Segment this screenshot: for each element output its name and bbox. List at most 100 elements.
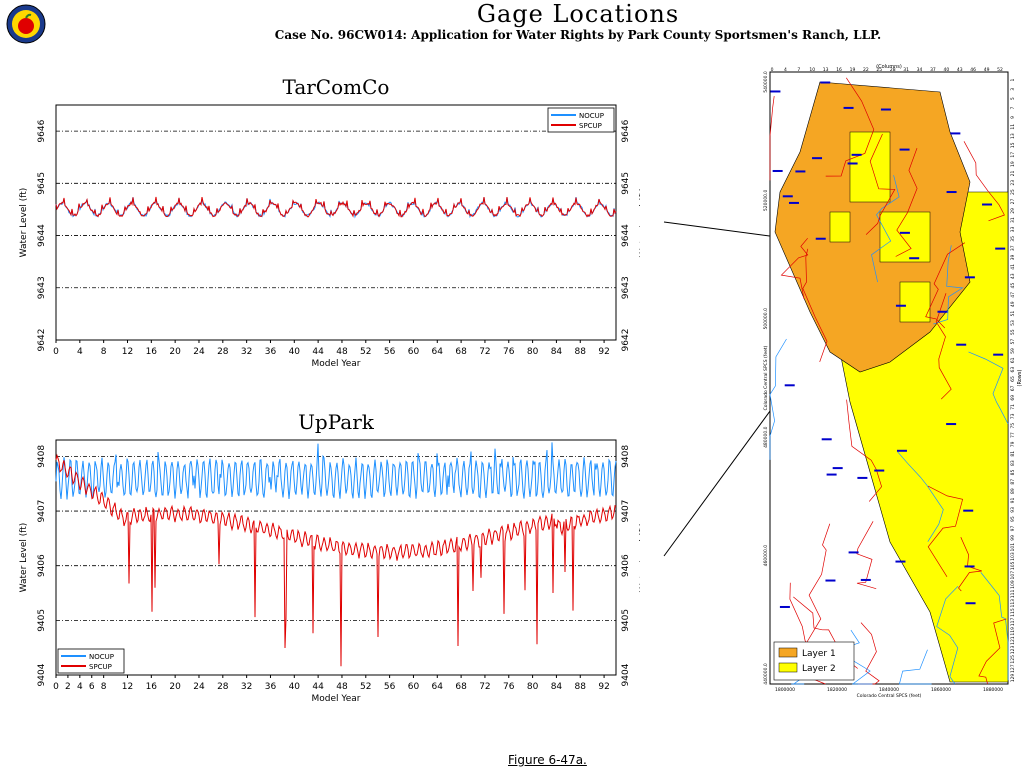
x-tick-label: 40 xyxy=(289,682,301,692)
y-tick-label: 9644 xyxy=(37,224,47,247)
map-row-tick: 25 xyxy=(1010,189,1016,195)
map-col-tick: 25 xyxy=(876,67,882,73)
x-tick-label: 28 xyxy=(217,682,229,692)
road-line xyxy=(846,399,882,502)
well-marker xyxy=(880,108,891,111)
x-tick-label: 48 xyxy=(336,682,348,692)
well-marker xyxy=(848,551,859,554)
x-tick-label: 56 xyxy=(384,682,396,692)
map-row-tick: 23 xyxy=(1010,180,1016,186)
map-row-tick: 1 xyxy=(1010,78,1016,81)
x-tick-label: 8 xyxy=(101,682,107,692)
y-tick-label-right: 9646 xyxy=(621,119,631,142)
well-marker xyxy=(820,81,831,84)
x-tick-label: 28 xyxy=(217,347,229,357)
x-tick-label: 36 xyxy=(265,347,277,357)
map-row-tick: 91 xyxy=(1010,497,1016,503)
x-tick-label: 2 xyxy=(65,682,71,692)
map-col-tick: 34 xyxy=(917,67,923,73)
map-x-tick: 1880000 xyxy=(983,687,1003,693)
map-col-tick: 10 xyxy=(809,67,815,73)
y-tick-label-right: 9408 xyxy=(621,445,631,468)
well-marker xyxy=(946,423,957,426)
well-marker xyxy=(937,310,948,313)
map-col-tick: 31 xyxy=(903,67,909,73)
layer2-pocket xyxy=(899,281,931,323)
road-line xyxy=(935,293,952,400)
road-line xyxy=(963,141,1005,222)
map-row-tick: 119 xyxy=(1010,627,1016,636)
map-row-tick: 109 xyxy=(1010,580,1016,589)
series-line-spcup xyxy=(55,453,617,667)
map-row-tick: 65 xyxy=(1010,376,1016,382)
y-axis-label: Water Level (ft) xyxy=(19,188,29,258)
x-tick-label: 52 xyxy=(360,347,371,357)
map-legend-label: Layer 2 xyxy=(802,664,836,674)
y-tick-label: 9404 xyxy=(37,663,47,686)
map-row-tick: 29 xyxy=(1010,208,1016,214)
map-x-tick: 1860000 xyxy=(931,687,951,693)
y-tick-label: 9643 xyxy=(37,276,47,299)
map-row-tick: 59 xyxy=(1010,348,1016,354)
well-marker xyxy=(946,191,957,194)
map-row-tick: 21 xyxy=(1010,170,1016,176)
y-axis-label: Water Level (ft) xyxy=(19,523,29,593)
map-y-tick: 520000.0 xyxy=(763,190,769,212)
map-row-tick: 57 xyxy=(1010,339,1016,345)
x-tick-label: 44 xyxy=(312,347,324,357)
chart-title: TarComCo xyxy=(283,75,390,99)
map-row-tick: 31 xyxy=(1010,217,1016,223)
stream-line xyxy=(936,586,959,685)
map-row-tick: 87 xyxy=(1010,479,1016,485)
map-row-tick: 103 xyxy=(1010,552,1016,561)
chart-title: UpPark xyxy=(298,410,375,434)
series-line-nocup xyxy=(55,442,617,500)
map-row-tick: 9 xyxy=(1010,116,1016,119)
well-marker xyxy=(963,509,974,512)
map-x-tick: 1800000 xyxy=(775,687,795,693)
x-tick-label: 24 xyxy=(193,682,205,692)
map-col-tick: 19 xyxy=(850,67,856,73)
y-tick-label-right: 9642 xyxy=(621,329,631,352)
well-marker xyxy=(874,469,885,472)
well-marker xyxy=(782,195,793,198)
x-tick-label: 84 xyxy=(551,347,563,357)
map-row-tick: 125 xyxy=(1010,655,1016,664)
map-row-tick: 101 xyxy=(1010,543,1016,552)
well-marker xyxy=(857,476,868,479)
well-marker xyxy=(899,148,910,151)
layer2-pocket xyxy=(849,131,891,203)
well-marker xyxy=(995,247,1006,250)
map-col-tick: 0 xyxy=(771,67,774,73)
well-marker xyxy=(965,602,976,605)
stream-line xyxy=(897,451,944,542)
well-marker xyxy=(964,565,975,568)
map-y-tick: 500000.0 xyxy=(763,308,769,330)
legend-box xyxy=(57,648,125,674)
map-top-label: (Columns) xyxy=(876,64,902,70)
well-marker xyxy=(825,579,836,582)
x-tick-label: 32 xyxy=(241,682,252,692)
map-y-tick: 440000.0 xyxy=(763,663,769,685)
x-tick-label: 76 xyxy=(503,347,515,357)
map-row-tick: 123 xyxy=(1010,646,1016,655)
map-col-tick: 49 xyxy=(984,67,990,73)
x-tick-label: 72 xyxy=(479,682,490,692)
map-row-tick: 43 xyxy=(1010,273,1016,279)
y-tick-label: 9646 xyxy=(37,119,47,142)
map-col-tick: 46 xyxy=(970,67,976,73)
well-marker xyxy=(860,578,871,581)
map-row-tick: 69 xyxy=(1010,395,1016,401)
map-col-tick: 52 xyxy=(997,67,1003,73)
map-legend-label: Layer 1 xyxy=(802,649,836,659)
map-row-tick: 7 xyxy=(1010,106,1016,109)
x-tick-label: 88 xyxy=(575,682,587,692)
legend-label: SPCUP xyxy=(89,663,112,671)
road-line xyxy=(858,622,880,685)
y-tick-label-right: 9405 xyxy=(621,609,631,632)
map-col-tick: 13 xyxy=(823,67,829,73)
y-tick-label: 9405 xyxy=(37,609,47,632)
map-col-tick: 7 xyxy=(797,67,800,73)
x-tick-label: 68 xyxy=(455,682,467,692)
